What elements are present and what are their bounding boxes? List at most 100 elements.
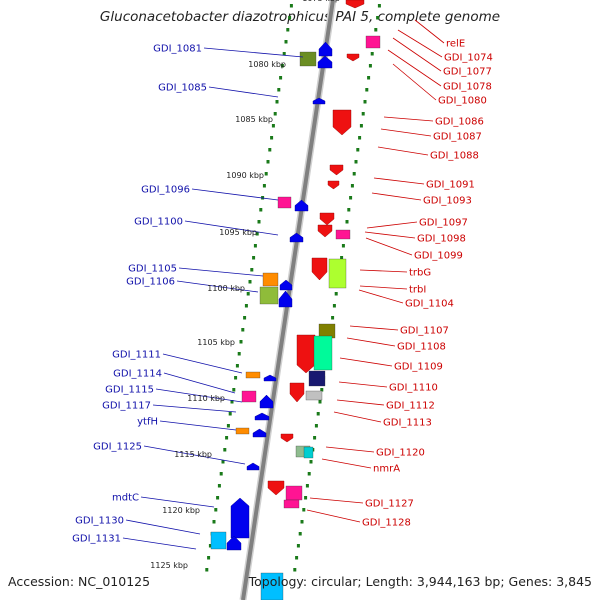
leader-line-right [414,19,445,44]
leader-line-left [140,496,215,508]
gene-block [245,371,261,379]
leader-line-left [176,280,259,293]
gene-block [365,35,381,49]
leader-line-right [392,63,437,101]
gene-block [335,229,351,240]
leader-line-right [333,411,382,423]
gene-label-left[interactable]: GDI_1085 [158,83,207,94]
gene-label-right[interactable]: nmrA [373,464,400,475]
leader-line-left [155,388,243,403]
gene-label-right[interactable]: GDI_1107 [400,326,449,337]
leader-line-left [125,519,201,535]
gene-label-left[interactable]: GDI_1114 [113,369,162,380]
reverse-gene-arrow [280,433,294,443]
reverse-gene-arrow [327,180,340,190]
gene-block [283,499,300,509]
gene-label-right[interactable]: GDI_1087 [433,132,482,143]
reverse-gene-arrow [267,480,285,496]
reverse-gene-arrow [319,212,335,226]
leader-line-left [208,86,279,98]
gene-label-right[interactable]: GDI_1128 [362,518,411,529]
gene-label-right[interactable]: GDI_1099 [414,251,463,262]
gene-label-right[interactable]: GDI_1074 [444,53,493,64]
leader-line-right [365,237,413,256]
gene-label-left[interactable]: GDI_1105 [128,264,177,275]
leader-line-right [325,446,375,453]
gene-label-right[interactable]: GDI_1091 [426,180,475,191]
gene-block [328,258,347,289]
gene-block [235,427,250,435]
gene-label-left[interactable]: mdtC [112,493,139,504]
gene-label-right[interactable]: trbG [409,268,431,279]
forward-gene-arrow [294,199,309,212]
gene-label-left[interactable]: GDI_1111 [112,350,161,361]
gene-label-right[interactable]: GDI_1097 [419,218,468,229]
kbp-label: 1110 kbp [187,394,225,403]
gene-label-right[interactable]: GDI_1127 [365,499,414,510]
gene-label-right[interactable]: GDI_1086 [435,117,484,128]
left-gene-labels[interactable]: GDI_1081 GDI_1085 GDI_1096 GDI_1100 GDI_1105… [72,44,207,545]
forward-gene-arrow [226,535,242,551]
gene-block [305,390,323,401]
forward-gene-arrow [312,97,326,105]
leader-line-right [321,458,372,469]
gene-label-left[interactable]: GDI_1115 [105,385,154,396]
gene-block [259,286,279,305]
gene-label-right[interactable]: GDI_1109 [394,362,443,373]
gene-label-left[interactable]: GDI_1100 [134,217,183,228]
gene-label-left[interactable]: GDI_1117 [102,401,151,412]
gene-label-right[interactable]: GDI_1098 [417,234,466,245]
leader-line-right [346,337,396,347]
summary-text: Topology: circular; Length: 3,944,163 bp… [248,574,592,589]
gene-block [262,272,279,287]
leader-line-right [364,231,416,239]
kbp-label: 1095 kbp [219,228,257,237]
gene-label-left[interactable]: GDI_1096 [141,185,190,196]
gene-label-left[interactable]: ytfH [137,417,158,428]
kbp-label: 1085 kbp [235,115,273,124]
tick-layer [205,4,381,572]
gene-label-right[interactable]: GDI_1080 [438,96,487,107]
leader-line-right [339,357,393,367]
gene-label-right[interactable]: GDI_1077 [443,67,492,78]
gene-label-right[interactable]: GDI_1078 [443,82,492,93]
gene-label-right[interactable]: GDI_1120 [376,448,425,459]
gene-label-right[interactable]: GDI_1110 [389,383,438,394]
gene-label-left[interactable]: GDI_1106 [126,277,175,288]
forward-gene-arrow [246,462,260,471]
gene-block [210,531,227,550]
gene-block [285,485,303,501]
right-gene-labels[interactable]: relE GDI_1074 GDI_1077 GDI_1078 GDI_1080 GDI_… [362,39,493,529]
gene-block [277,196,292,209]
leader-line-right [383,116,434,122]
gene-label-right[interactable]: relE [446,39,465,50]
gene-label-right[interactable]: GDI_1088 [430,151,479,162]
forward-gene-arrow [259,394,274,409]
forward-gene-arrow [317,55,333,69]
gene-label-right[interactable]: GDI_1113 [383,418,432,429]
gene-label-left[interactable]: GDI_1131 [72,534,121,545]
leader-line-left [178,267,264,277]
gene-label-left[interactable]: GDI_1130 [75,516,124,527]
reverse-gene-arrow [345,0,365,9]
leader-line-right [397,29,443,58]
kbp-label: 1120 kbp [162,506,200,515]
label-leaders [122,19,445,550]
gene-label-right[interactable]: trbI [409,285,426,296]
gene-block [313,335,333,371]
gene-label-left[interactable]: GDI_1125 [93,442,142,453]
leader-line-right [309,497,364,504]
leader-line-left [184,220,279,236]
gene-label-right[interactable]: GDI_1112 [386,401,435,412]
map-title: Gluconacetobacter diazotrophicus PAI 5, … [99,9,501,25]
gene-label-right[interactable]: GDI_1108 [397,342,446,353]
gene-label-right[interactable]: GDI_1104 [405,299,454,310]
leader-line-right [359,269,408,273]
reverse-gene-arrow [329,164,344,176]
reverse-gene-arrow [317,224,333,238]
leader-line-right [358,289,404,304]
gene-label-left[interactable]: GDI_1081 [153,44,202,55]
leader-line-left [203,47,304,58]
gene-label-right[interactable]: GDI_1093 [423,196,472,207]
